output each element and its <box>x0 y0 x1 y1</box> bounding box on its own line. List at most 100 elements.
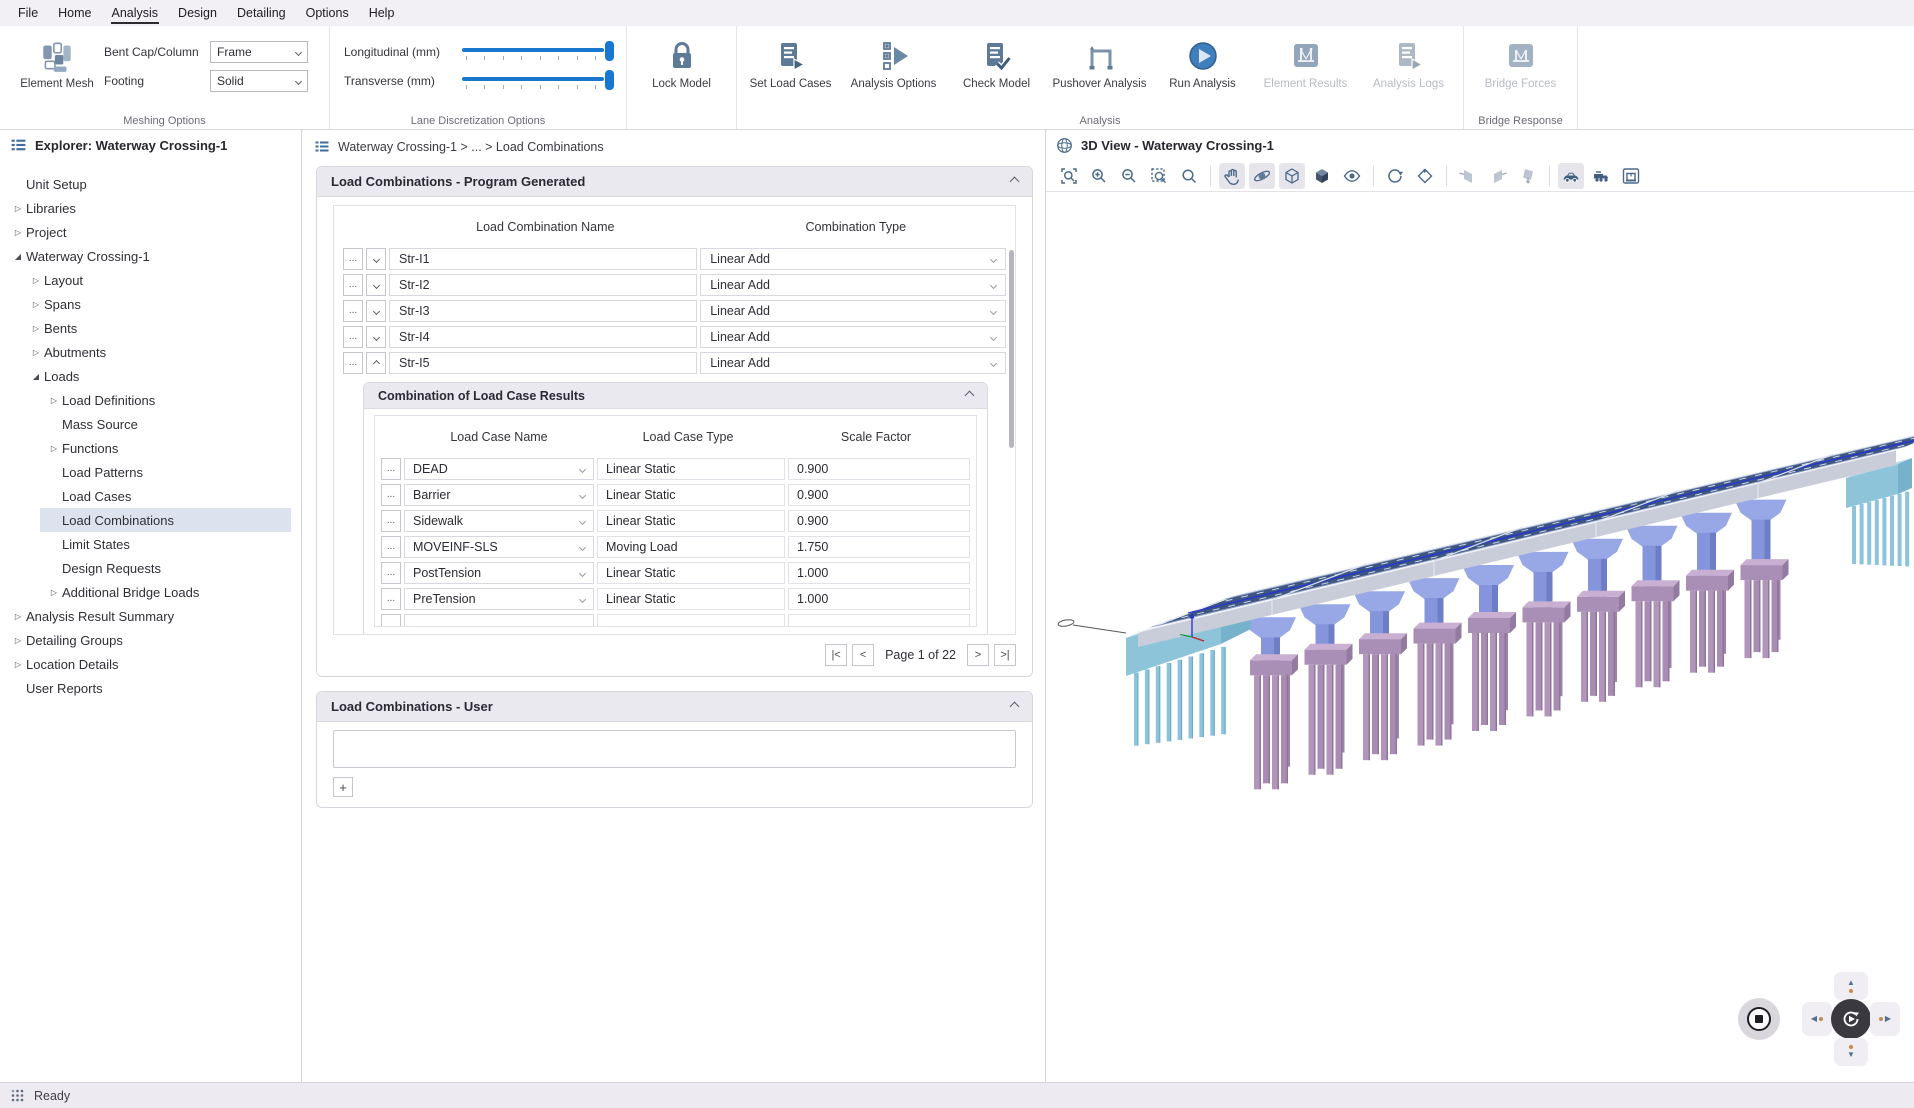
zoom-search-icon[interactable] <box>1176 163 1202 189</box>
combination-type-select[interactable]: Linear Add <box>700 274 1006 296</box>
load-case-name-select[interactable]: MOVEINF-SLS <box>404 536 594 558</box>
pan-hand-icon[interactable] <box>1219 162 1245 189</box>
tree-item-libraries[interactable]: ▷ Libraries <box>14 200 76 216</box>
tree-item-functions[interactable]: ▷ Functions <box>50 440 119 456</box>
orbit-icon[interactable] <box>1249 162 1275 189</box>
slider-handle[interactable] <box>605 70 614 90</box>
run-analysis-button[interactable]: Run Analysis <box>1151 32 1254 129</box>
orbit-right-button[interactable]: ▶ <box>1870 1002 1900 1036</box>
row-more-button[interactable]: ... <box>381 536 401 558</box>
footing-select[interactable]: Solid <box>210 70 308 92</box>
load-case-name-select[interactable]: PreTension <box>404 588 594 610</box>
orbit-down-button[interactable]: ▼ <box>1834 1038 1868 1066</box>
rotate-cw-icon[interactable] <box>1382 163 1408 189</box>
load-case-name-select[interactable]: Sidewalk <box>404 510 594 532</box>
menu-home[interactable]: Home <box>58 6 92 20</box>
menu-file[interactable]: File <box>18 6 39 20</box>
row-more-button[interactable]: ... <box>381 484 401 506</box>
load-case-name-select[interactable]: PostTension <box>404 562 594 584</box>
combination-type-select[interactable]: Linear Add <box>700 248 1006 270</box>
user-combinations-header[interactable]: Load Combinations - User <box>317 692 1032 722</box>
tree-item-analysis-result-summary[interactable]: ▷ Analysis Result Summary <box>14 608 175 624</box>
row-more-button[interactable]: ... <box>381 588 401 610</box>
scale-factor-cell[interactable]: 1.750 <box>788 536 970 558</box>
tree-item-spans[interactable]: ▷ Spans <box>32 296 81 312</box>
add-combination-button[interactable]: + <box>333 777 353 797</box>
orbit-up-button[interactable]: ▲ <box>1834 972 1868 1000</box>
tree-item-detailing-groups[interactable]: ▷ Detailing Groups <box>14 632 123 648</box>
tree-item-project[interactable]: ▷ Project <box>14 224 67 240</box>
tree-item-location-details[interactable]: ▷ Location Details <box>14 656 119 672</box>
row-expand-button[interactable] <box>366 274 386 296</box>
scale-factor-cell[interactable]: 0.900 <box>788 458 970 480</box>
row-more-button[interactable]: ... <box>343 300 363 322</box>
section-machine-icon[interactable] <box>1618 163 1644 189</box>
row-more-button[interactable]: ... <box>381 562 401 584</box>
first-page-button[interactable]: |< <box>825 644 848 666</box>
row-expand-button[interactable] <box>366 248 386 270</box>
row-more-button[interactable]: ... <box>381 458 401 480</box>
pushover-analysis-button[interactable]: Pushover Analysis <box>1048 32 1151 129</box>
lock-model-button[interactable]: Lock Model <box>630 32 733 129</box>
load-case-name-select[interactable]: DEAD <box>404 458 594 480</box>
rotate-tilt-icon[interactable] <box>1412 163 1438 189</box>
zoom-out-icon[interactable] <box>1116 163 1142 189</box>
collapse-icon[interactable] <box>964 390 975 401</box>
set-load-cases-button[interactable]: Set Load Cases <box>739 32 842 129</box>
table-scrollbar[interactable] <box>1009 250 1014 448</box>
row-more-button[interactable]: ... <box>343 326 363 348</box>
tree-item-limit-states[interactable]: Limit States <box>62 536 130 552</box>
tree-item-abutments[interactable]: ▷ Abutments <box>32 344 107 360</box>
combination-name-cell[interactable]: Str-I1 <box>389 248 698 270</box>
menu-help[interactable]: Help <box>368 6 395 20</box>
menu-analysis[interactable]: Analysis <box>102 0 169 26</box>
tree-item-additional-bridge-loads[interactable]: ▷ Additional Bridge Loads <box>50 584 200 600</box>
program-generated-card-header[interactable]: Load Combinations - Program Generated <box>317 167 1032 197</box>
combination-type-select[interactable]: Linear Add <box>700 352 1006 374</box>
vehicle-view-icon[interactable] <box>1558 162 1584 189</box>
tree-item-load-cases[interactable]: Load Cases <box>62 488 132 504</box>
zoom-window-icon[interactable] <box>1146 163 1172 189</box>
record-stop-button[interactable] <box>1738 998 1780 1040</box>
row-more-button[interactable]: ... <box>343 352 363 374</box>
wireframe-cube-icon[interactable] <box>1279 162 1305 189</box>
tree-item-mass-source[interactable]: Mass Source <box>62 416 138 432</box>
orbit-left-button[interactable]: ◀ <box>1802 1002 1832 1036</box>
analysis-options-button[interactable]: Analysis Options <box>842 32 945 129</box>
last-page-button[interactable]: >| <box>994 644 1016 666</box>
bent-cap-column-select[interactable]: Frame <box>210 41 308 63</box>
tree-item-load-patterns[interactable]: Load Patterns <box>62 464 143 480</box>
previous-page-button[interactable]: < <box>852 644 875 666</box>
row-more-button[interactable]: ... <box>343 248 363 270</box>
tree-item-load-combinations[interactable]: Load Combinations <box>0 508 301 532</box>
collapse-icon[interactable] <box>1009 176 1020 187</box>
combination-name-cell[interactable]: Str-I4 <box>389 326 698 348</box>
combination-name-cell[interactable]: Str-I5 <box>389 352 698 374</box>
scale-factor-cell[interactable]: 1.000 <box>788 562 970 584</box>
scale-factor-cell[interactable]: 0.900 <box>788 484 970 506</box>
user-combination-list[interactable] <box>333 730 1016 768</box>
check-model-button[interactable]: Check Model <box>945 32 1048 129</box>
menu-options[interactable]: Options <box>305 6 349 20</box>
combination-results-header[interactable]: Combination of Load Case Results <box>364 383 987 409</box>
tree-item-waterway-crossing-1[interactable]: ◢ Waterway Crossing-1 <box>14 248 150 264</box>
combination-name-cell[interactable]: Str-I3 <box>389 300 698 322</box>
combination-type-select[interactable]: Linear Add <box>700 300 1006 322</box>
longitudinal-slider[interactable] <box>462 41 614 63</box>
solid-cube-icon[interactable] <box>1309 163 1335 189</box>
tree-item-load-definitions[interactable]: ▷ Load Definitions <box>50 392 156 408</box>
tree-item-design-requests[interactable]: Design Requests <box>62 560 161 576</box>
hauler-view-icon[interactable] <box>1588 163 1614 189</box>
slider-handle[interactable] <box>605 41 614 61</box>
row-collapse-button[interactable] <box>366 352 386 374</box>
row-more-button[interactable]: ... <box>381 510 401 532</box>
row-expand-button[interactable] <box>366 300 386 322</box>
orbit-center-button[interactable] <box>1831 999 1871 1039</box>
tree-item-unit-setup[interactable]: Unit Setup <box>26 176 87 192</box>
next-page-button[interactable]: > <box>967 644 989 666</box>
scale-factor-cell[interactable]: 1.000 <box>788 588 970 610</box>
tree-item-user-reports[interactable]: User Reports <box>26 680 103 696</box>
visibility-eye-icon[interactable] <box>1339 163 1365 189</box>
collapse-icon[interactable] <box>1009 701 1020 712</box>
combination-name-cell[interactable]: Str-I2 <box>389 274 698 296</box>
